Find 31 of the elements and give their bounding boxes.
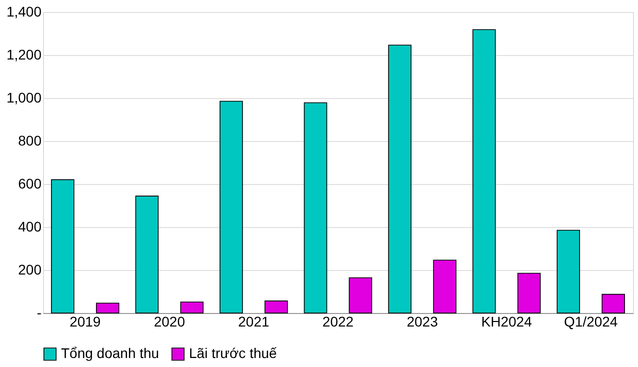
bar bbox=[556, 230, 580, 314]
x-tick-label: 2023 bbox=[406, 314, 438, 330]
y-tick-label: 1,400 bbox=[6, 4, 42, 20]
y-tick-label: 1,000 bbox=[6, 90, 42, 106]
legend-label: Lãi trước thuế bbox=[189, 345, 278, 362]
bar bbox=[388, 44, 412, 314]
y-tick-label: - bbox=[36, 304, 42, 320]
x-tick-label: Q1/2024 bbox=[564, 314, 618, 330]
bar bbox=[433, 260, 456, 314]
x-tick-label: KH2024 bbox=[481, 314, 532, 330]
y-tick-label: 600 bbox=[18, 176, 42, 192]
bar bbox=[96, 302, 120, 314]
bar bbox=[348, 277, 372, 314]
legend-label: Tổng doanh thu bbox=[61, 345, 160, 362]
y-tick-label: 400 bbox=[18, 218, 42, 234]
bar bbox=[135, 196, 159, 314]
bar bbox=[220, 100, 243, 314]
x-tick-label: 2020 bbox=[154, 314, 186, 330]
y-tick-label: 800 bbox=[18, 132, 42, 148]
x-tick-label: 2019 bbox=[70, 314, 101, 330]
x-tick-label: 2022 bbox=[322, 314, 354, 330]
bar bbox=[304, 102, 328, 314]
y-tick-label: 200 bbox=[18, 262, 42, 278]
y-tick-label: 1,200 bbox=[6, 46, 42, 62]
bar bbox=[51, 179, 74, 314]
bar bbox=[264, 300, 288, 314]
bar bbox=[472, 29, 496, 314]
bar bbox=[517, 272, 541, 314]
bar bbox=[180, 302, 204, 314]
bar bbox=[602, 294, 625, 314]
x-tick-label: 2021 bbox=[238, 314, 270, 330]
